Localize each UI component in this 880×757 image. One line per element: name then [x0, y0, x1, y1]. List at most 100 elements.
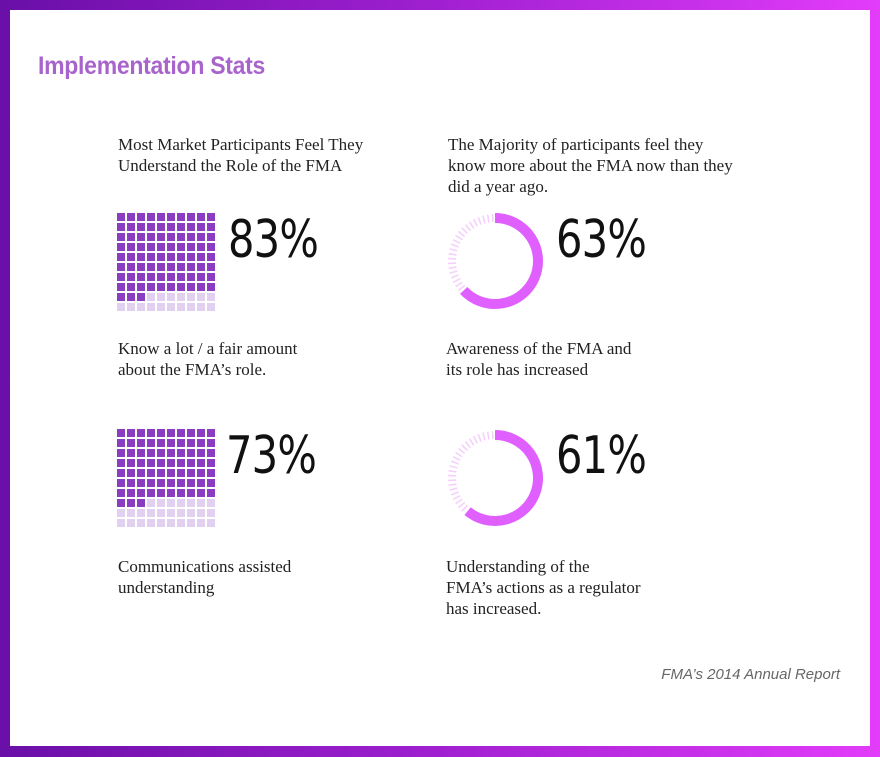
- waffle-cell-filled: [137, 263, 145, 271]
- waffle-cell-filled: [147, 469, 155, 477]
- waffle-cell-filled: [167, 253, 175, 261]
- donut-empty-tick: [450, 491, 459, 496]
- waffle-chart-73: [117, 429, 215, 527]
- waffle-cell-empty: [147, 519, 155, 527]
- waffle-cell-filled: [137, 469, 145, 477]
- donut-empty-tick: [461, 227, 468, 234]
- waffle-cell-filled: [207, 429, 215, 437]
- waffle-cell-filled: [147, 213, 155, 221]
- waffle-cell-empty: [187, 509, 195, 517]
- waffle-cell-filled: [197, 253, 205, 261]
- waffle-cell-empty: [127, 519, 135, 527]
- waffle-cell-empty: [167, 499, 175, 507]
- waffle-cell-filled: [167, 233, 175, 241]
- heading-line: did a year ago.: [448, 177, 549, 196]
- waffle-cell-filled: [207, 213, 215, 221]
- waffle-cell-filled: [187, 469, 195, 477]
- waffle-cell-filled: [187, 459, 195, 467]
- waffle-cell-filled: [167, 243, 175, 251]
- waffle-cell-filled: [207, 283, 215, 291]
- donut-empty-tick: [486, 431, 490, 440]
- donut-empty-tick: [448, 483, 457, 487]
- waffle-cell-empty: [207, 293, 215, 301]
- waffle-cell-empty: [167, 519, 175, 527]
- caption-line: FMA’s actions as a regulator: [446, 578, 641, 597]
- donut-empty-tick: [482, 432, 486, 441]
- waffle-cell-filled: [157, 429, 165, 437]
- waffle-cell-empty: [157, 293, 165, 301]
- waffle-cell-empty: [177, 499, 185, 507]
- waffle-cell-filled: [147, 459, 155, 467]
- waffle-cell-filled: [117, 253, 125, 261]
- donut-empty-tick: [468, 438, 475, 446]
- waffle-cell-filled: [187, 243, 195, 251]
- waffle-cell-filled: [127, 439, 135, 447]
- waffle-cell-filled: [127, 469, 135, 477]
- waffle-cell-filled: [177, 273, 185, 281]
- section-heading-left: Most Market Participants Feel They Under…: [118, 134, 363, 176]
- waffle-cell-filled: [137, 253, 145, 261]
- waffle-cell-empty: [167, 509, 175, 517]
- waffle-cell-empty: [207, 519, 215, 527]
- waffle-cell-filled: [137, 489, 145, 497]
- waffle-cell-filled: [207, 459, 215, 467]
- caption-line: has increased.: [446, 599, 542, 618]
- waffle-cell-empty: [147, 293, 155, 301]
- waffle-cell-filled: [127, 223, 135, 231]
- waffle-cell-filled: [207, 233, 215, 241]
- heading-line: Understand the Role of the FMA: [118, 156, 343, 175]
- waffle-cell-filled: [137, 213, 145, 221]
- waffle-cell-empty: [197, 519, 205, 527]
- donut-empty-tick: [449, 248, 458, 252]
- donut-empty-tick: [482, 215, 486, 224]
- waffle-cell-filled: [147, 253, 155, 261]
- waffle-cell-filled: [167, 263, 175, 271]
- waffle-cell-filled: [197, 263, 205, 271]
- waffle-cell-filled: [197, 213, 205, 221]
- waffle-cell-filled: [197, 479, 205, 487]
- waffle-cell-filled: [187, 439, 195, 447]
- donut-empty-tick: [464, 440, 472, 449]
- waffle-cell-empty: [167, 293, 175, 301]
- stat-value-83: 83%: [228, 210, 319, 270]
- donut-empty-tick: [448, 252, 457, 256]
- waffle-cell-filled: [137, 223, 145, 231]
- heading-line: know more about the FMA now than they: [448, 156, 733, 175]
- waffle-cell-filled: [167, 439, 175, 447]
- caption-line: Awareness of the FMA and: [446, 339, 632, 358]
- waffle-cell-filled: [157, 479, 165, 487]
- waffle-cell-filled: [137, 439, 145, 447]
- waffle-cell-filled: [127, 499, 135, 507]
- donut-empty-tick: [457, 230, 466, 238]
- waffle-cell-filled: [117, 263, 125, 271]
- waffle-cell-empty: [137, 509, 145, 517]
- waffle-cell-filled: [167, 489, 175, 497]
- waffle-cell-empty: [197, 499, 205, 507]
- waffle-cell-filled: [167, 223, 175, 231]
- waffle-cell-filled: [177, 213, 185, 221]
- waffle-cell-filled: [157, 283, 165, 291]
- waffle-cell-filled: [187, 213, 195, 221]
- waffle-cell-empty: [127, 509, 135, 517]
- waffle-cell-filled: [127, 293, 135, 301]
- waffle-cell-filled: [137, 479, 145, 487]
- page-title: Implementation Stats: [38, 52, 266, 80]
- donut-empty-tick: [464, 223, 472, 232]
- waffle-cell-filled: [167, 283, 175, 291]
- waffle-cell-empty: [147, 509, 155, 517]
- waffle-cell-filled: [127, 449, 135, 457]
- waffle-cell-filled: [197, 233, 205, 241]
- waffle-cell-filled: [187, 233, 195, 241]
- section-heading-right: The Majority of participants feel they k…: [448, 134, 733, 197]
- caption-line: Know a lot / a fair amount: [118, 339, 298, 358]
- waffle-cell-filled: [147, 489, 155, 497]
- waffle-cell-empty: [117, 303, 125, 311]
- waffle-cell-filled: [187, 263, 195, 271]
- waffle-cell-empty: [197, 293, 205, 301]
- waffle-cell-filled: [127, 489, 135, 497]
- waffle-cell-filled: [187, 429, 195, 437]
- waffle-cell-filled: [197, 489, 205, 497]
- waffle-cell-filled: [117, 233, 125, 241]
- waffle-cell-filled: [157, 213, 165, 221]
- waffle-cell-filled: [167, 429, 175, 437]
